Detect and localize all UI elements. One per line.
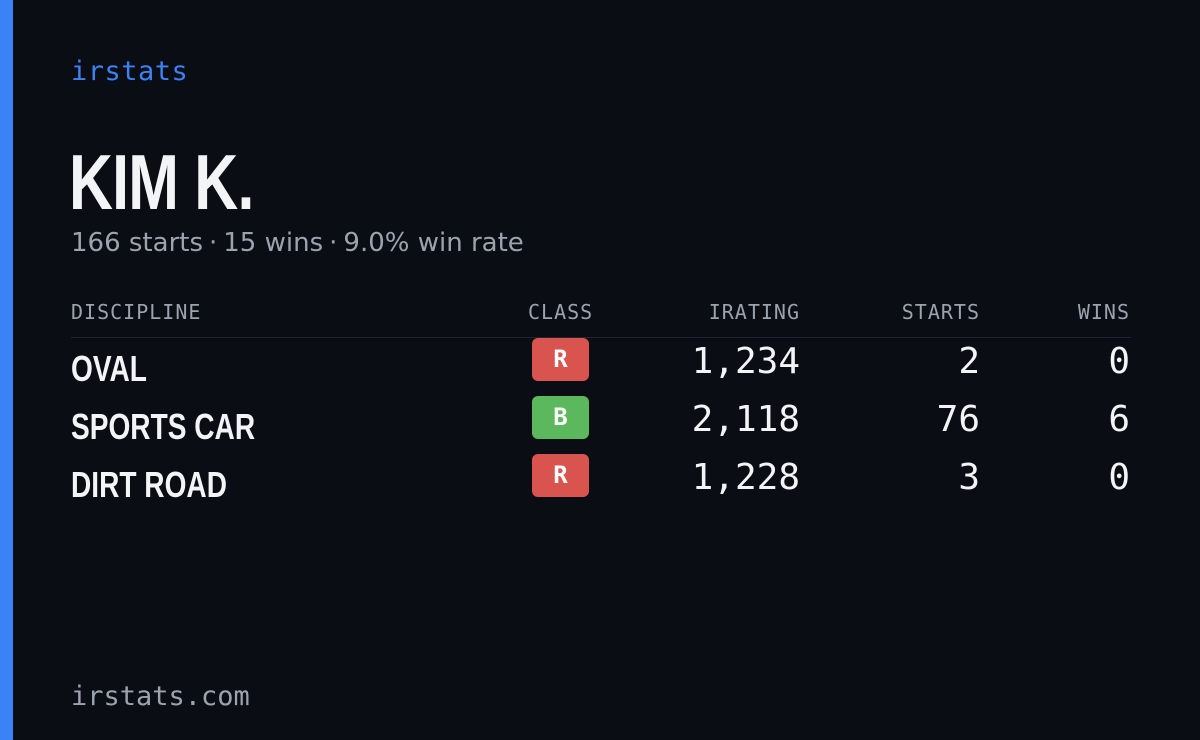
irating-value: 2,118 <box>691 399 800 440</box>
table-row: OVAL R 1,234 2 0 <box>71 338 1131 396</box>
table-row: SPORTS CAR B 2,118 76 6 <box>71 396 1131 454</box>
header-irating: IRATING <box>708 300 800 324</box>
header-starts: STARTS <box>901 300 980 324</box>
accent-bar <box>0 0 13 740</box>
irating-value: 1,228 <box>691 457 800 498</box>
class-badge: B <box>532 396 589 439</box>
wins-value: 0 <box>1108 341 1130 382</box>
discipline-name: OVAL <box>71 348 147 389</box>
wins-value: 0 <box>1108 457 1130 498</box>
footer-url: irstats.com <box>71 681 250 712</box>
starts-value: 2 <box>958 341 980 382</box>
discipline-name: SPORTS CAR <box>71 406 256 447</box>
discipline-table: DISCIPLINE CLASS IRATING STARTS WINS OVA… <box>71 298 1131 512</box>
table-row: DIRT ROAD R 1,228 3 0 <box>71 454 1131 512</box>
summary-separator: · <box>329 228 338 258</box>
starts-value: 76 <box>936 399 980 440</box>
wins-summary: 15 wins <box>223 228 324 258</box>
winrate-summary: 9.0% win rate <box>343 228 524 258</box>
starts-summary: 166 starts <box>71 228 203 258</box>
summary-separator: · <box>209 228 218 258</box>
brand-logo: irstats <box>71 56 189 87</box>
header-class: CLASS <box>528 300 594 324</box>
starts-value: 3 <box>958 457 980 498</box>
driver-name: KIM K. <box>69 138 254 226</box>
class-badge: R <box>532 338 589 381</box>
header-discipline: DISCIPLINE <box>71 300 202 324</box>
table-header: DISCIPLINE CLASS IRATING STARTS WINS <box>71 298 1131 338</box>
discipline-name: DIRT ROAD <box>71 464 227 505</box>
header-wins: WINS <box>1077 300 1130 324</box>
irating-value: 1,234 <box>691 341 800 382</box>
wins-value: 6 <box>1108 399 1130 440</box>
class-badge: R <box>532 454 589 497</box>
driver-summary: 166 starts · 15 wins · 9.0% win rate <box>71 228 524 258</box>
